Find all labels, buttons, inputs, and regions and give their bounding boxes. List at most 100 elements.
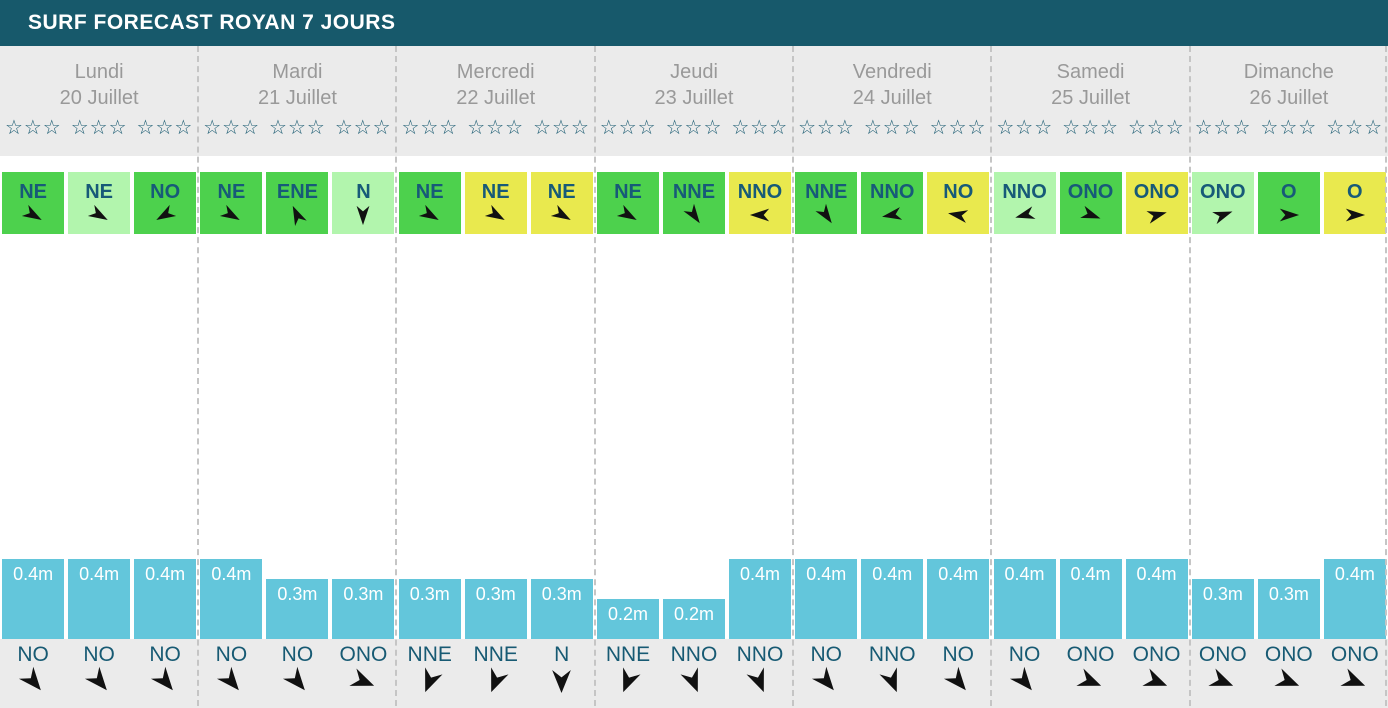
wind-arrow-icon [683, 203, 700, 223]
wind-direction-label: NO [943, 180, 974, 203]
star-group: ☆☆☆ [4, 117, 62, 139]
star-group: ☆☆☆ [863, 117, 921, 139]
swell-arrow-icon [1076, 668, 1102, 686]
swell-cell: NNE [399, 639, 461, 708]
wind-arrow-icon [87, 204, 108, 220]
column-separator [792, 46, 794, 706]
swell-arrow-icon [282, 666, 305, 691]
day-swell-cells: NO ONO ONO [991, 639, 1189, 708]
wave-height-label: 0.4m [79, 564, 120, 584]
wind-direction-label: O [1347, 180, 1363, 203]
wave-height-bar: 0.3m [464, 579, 527, 639]
star-group: ☆☆☆ [1260, 117, 1318, 139]
wind-direction-label: NE [415, 180, 444, 203]
swell-direction-label: NO [149, 643, 181, 666]
wave-height-label: 0.3m [343, 584, 384, 604]
wave-height-bar: 0.4m [1059, 559, 1122, 639]
star-group: ☆☆☆ [334, 117, 392, 139]
wave-height-bar: 0.2m [662, 599, 725, 639]
wave-height-bar: 0.3m [266, 579, 329, 639]
wave-height-bar: 0.3m [1257, 579, 1320, 639]
swell-direction-label: ONO [1066, 643, 1115, 666]
wind-cell: ONO [1125, 172, 1188, 234]
wind-row: NE NE NO NE ENE N NE NE NE NE NNE NNO NN… [0, 172, 1388, 234]
day-wind-cells: NE ENE N [198, 172, 396, 234]
wind-arrow-icon [1079, 205, 1101, 218]
day-date: 24 Juillet [852, 87, 932, 109]
swell-direction-label: NNO [868, 643, 916, 666]
swell-cell: ONO [1258, 639, 1320, 708]
wave-height-label: 0.2m [607, 604, 648, 624]
star-group: ☆☆☆ [1194, 117, 1252, 139]
wind-direction-label: NNO [737, 180, 783, 203]
swell-direction-label: ONO [339, 643, 388, 666]
day-name: Lundi [74, 61, 124, 83]
day-column-header: Mardi 21 Juillet ☆☆☆ ☆☆☆ ☆☆☆ [198, 46, 396, 156]
wind-cell: NE [68, 172, 131, 234]
star-group: ☆☆☆ [798, 117, 855, 139]
wind-arrow-icon [616, 204, 637, 220]
day-wave-bars: 0.3m 0.3m 0.4m [1190, 559, 1388, 639]
star-group: ☆☆☆ [996, 117, 1054, 139]
wind-arrow-icon [156, 204, 177, 220]
wave-height-label: 0.4m [806, 564, 847, 584]
wave-height-label: 0.3m [1268, 584, 1309, 604]
star-rating: ☆☆☆ ☆☆☆ ☆☆☆ [1190, 117, 1388, 139]
swell-direction-label: ONO [1264, 643, 1313, 666]
day-wave-bars: 0.2m 0.2m 0.4m [595, 559, 793, 639]
wind-arrow-icon [418, 204, 439, 220]
star-group: ☆☆☆ [467, 117, 525, 139]
swell-direction-label: NNE [605, 643, 651, 666]
day-wave-bars: 0.4m 0.3m 0.3m [198, 559, 396, 639]
star-group: ☆☆☆ [533, 117, 590, 139]
wave-height-label: 0.4m [1136, 564, 1177, 584]
wave-height-bar: 0.4m [728, 559, 791, 639]
wind-direction-label: ONO [1200, 180, 1246, 203]
star-group: ☆☆☆ [401, 117, 459, 139]
wind-arrow-icon [1279, 208, 1299, 221]
wind-arrow-icon [550, 204, 571, 220]
wind-arrow-icon [484, 204, 505, 220]
star-group: ☆☆☆ [929, 117, 987, 139]
wave-height-label: 0.3m [475, 584, 516, 604]
swell-direction-label: ONO [1132, 643, 1181, 666]
wind-direction-label: NNE [805, 180, 848, 203]
swell-cell: NO [795, 639, 857, 708]
day-swell-cells: NNE NNE N [397, 639, 595, 708]
swell-arrow-icon [349, 668, 375, 686]
day-column-header: Samedi 25 Juillet ☆☆☆ ☆☆☆ ☆☆☆ [991, 46, 1189, 156]
star-rating: ☆☆☆ ☆☆☆ ☆☆☆ [793, 117, 991, 139]
day-date: 26 Juillet [1249, 87, 1329, 109]
day-column-header: Lundi 20 Juillet ☆☆☆ ☆☆☆ ☆☆☆ [0, 46, 198, 156]
wave-height-label: 0.2m [673, 604, 714, 624]
wind-arrow-icon [1212, 211, 1233, 224]
day-swell-cells: ONO ONO ONO [1190, 639, 1388, 708]
swell-cell: ONO [1126, 639, 1188, 708]
star-group: ☆☆☆ [136, 117, 194, 139]
wind-arrow-icon [220, 204, 241, 220]
wind-direction-label: NE [614, 180, 642, 203]
day-name: Jeudi [670, 61, 718, 83]
day-date: 25 Juillet [1051, 87, 1131, 109]
swell-arrow-icon [216, 666, 239, 691]
wave-height-bar: 0.3m [332, 579, 395, 639]
day-wind-cells: NE NNE NNO [595, 172, 793, 234]
star-group: ☆☆☆ [1127, 117, 1185, 139]
swell-cell: NNO [663, 639, 725, 708]
day-swell-cells: NNE NNO NNO [595, 639, 793, 708]
wave-height-label: 0.3m [277, 584, 318, 604]
swell-direction-label: NO [215, 643, 248, 666]
day-name: Dimanche [1243, 61, 1334, 83]
column-separator [1385, 46, 1387, 706]
swell-direction-label: ONO [1330, 643, 1379, 666]
wind-arrow-icon [21, 204, 42, 220]
wave-height-label: 0.4m [1334, 564, 1375, 584]
day-name: Mardi [272, 61, 323, 83]
column-separator [395, 46, 397, 706]
swell-arrow-icon [680, 667, 699, 693]
day-date: 23 Juillet [654, 87, 734, 109]
swell-arrow-icon [150, 666, 173, 691]
swell-direction-strip: NO NO NO NO NO ONO NNE NNE N NNE NNO NNO… [0, 639, 1388, 708]
swell-arrow-icon [1274, 668, 1300, 686]
wave-height-label: 0.4m [211, 564, 252, 584]
